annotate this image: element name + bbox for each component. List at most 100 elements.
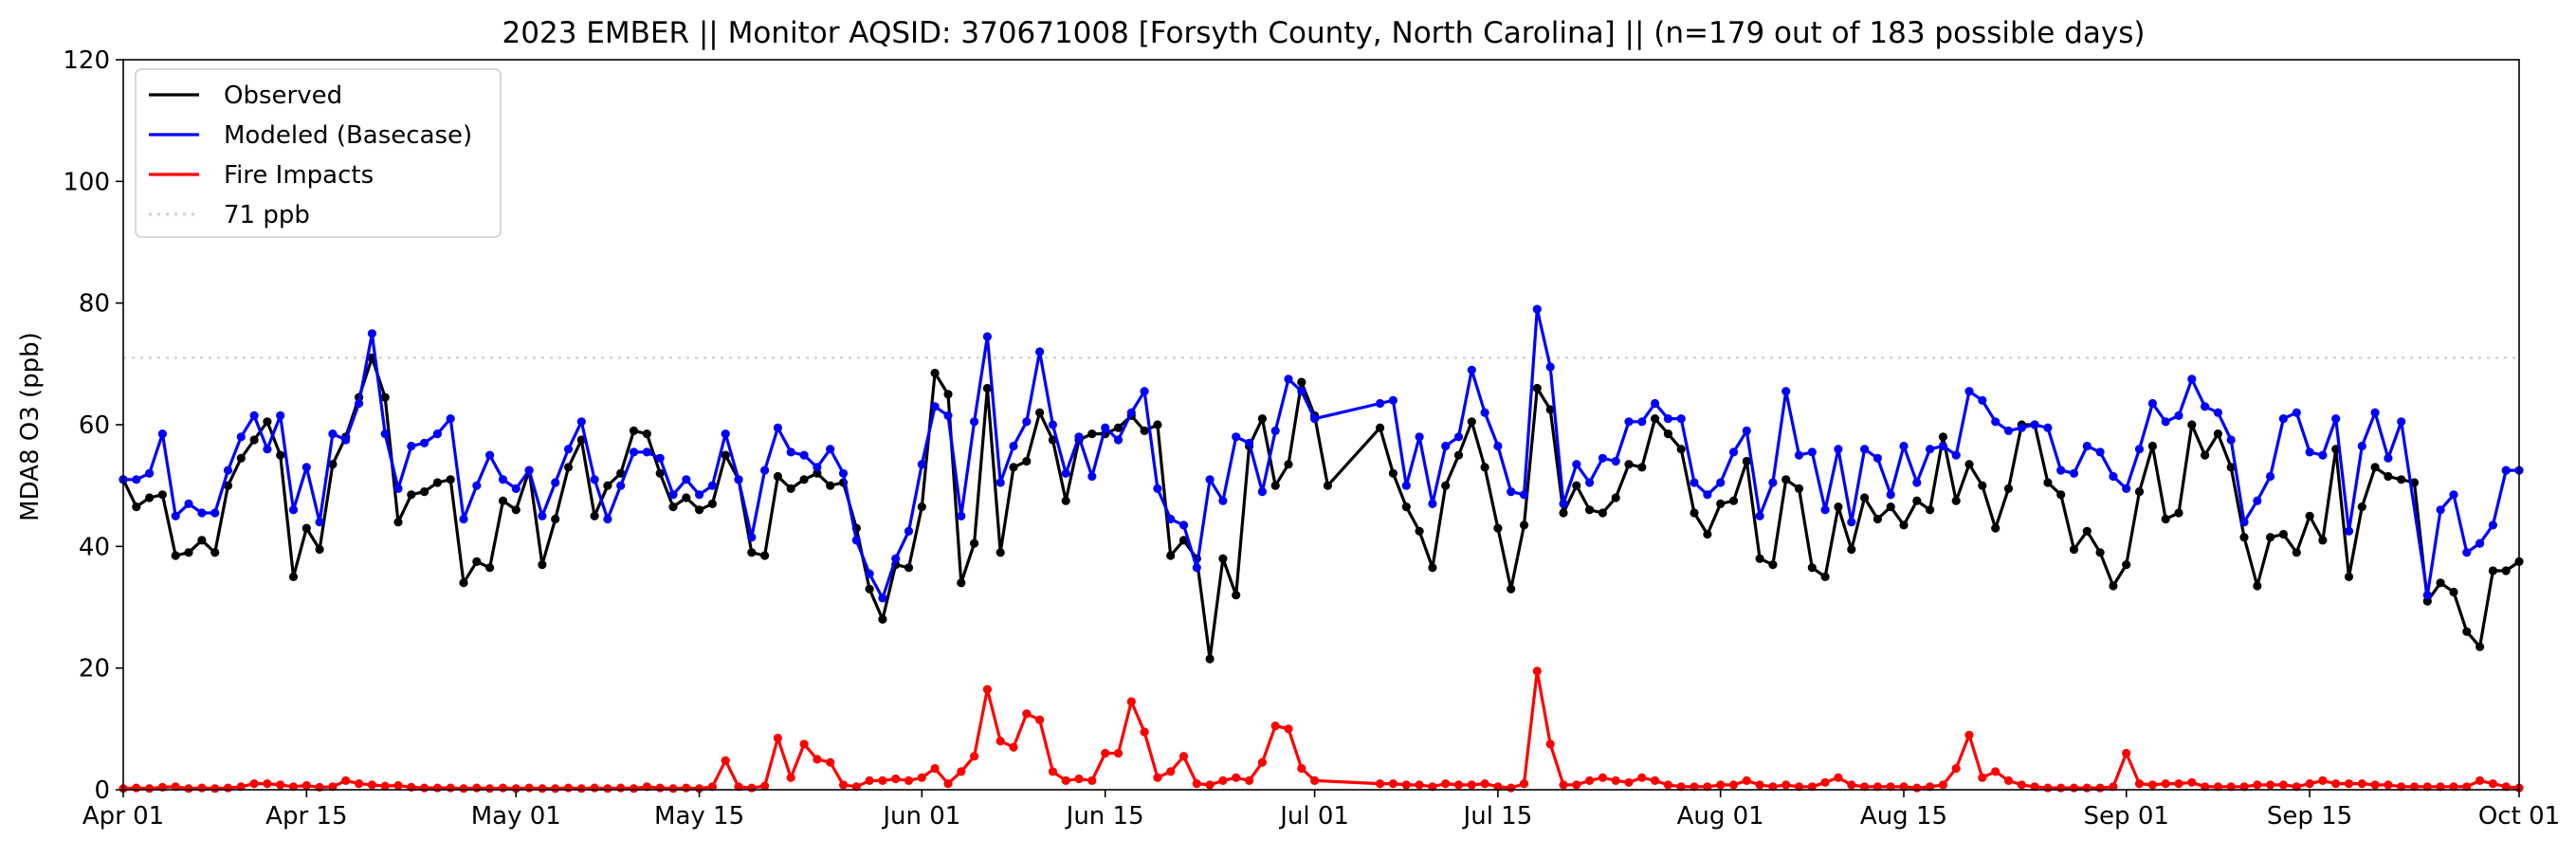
data-point — [263, 417, 272, 427]
data-point — [760, 781, 770, 791]
data-point — [1807, 563, 1817, 573]
data-point — [1192, 563, 1201, 573]
data-point — [826, 481, 835, 490]
data-point — [1453, 432, 1464, 442]
data-point — [1101, 423, 1110, 432]
data-point — [380, 392, 390, 402]
y-tick-label: 40 — [79, 533, 110, 561]
data-point — [1559, 499, 1568, 509]
data-point — [538, 511, 547, 520]
data-point — [721, 756, 730, 765]
data-point — [799, 475, 809, 484]
x-tick-label: May 15 — [654, 802, 744, 831]
data-point — [2278, 414, 2288, 424]
data-point — [2122, 748, 2131, 758]
data-point — [249, 435, 259, 445]
data-point — [1978, 481, 1987, 490]
data-point — [2109, 471, 2118, 482]
data-point — [786, 773, 795, 782]
data-point — [1153, 773, 1162, 782]
data-point — [695, 490, 704, 500]
data-point — [2449, 587, 2458, 597]
data-point — [721, 429, 730, 439]
data-point — [2187, 420, 2197, 429]
data-point — [2226, 463, 2236, 472]
data-point — [1166, 767, 1176, 776]
data-point — [707, 481, 718, 490]
data-point — [551, 784, 560, 794]
data-point — [2397, 417, 2406, 427]
data-point — [2462, 627, 2472, 636]
data-point — [1716, 780, 1726, 790]
data-point — [132, 502, 141, 512]
data-point — [157, 490, 167, 500]
data-point — [1415, 526, 1424, 536]
data-point — [891, 774, 901, 784]
data-point — [1519, 779, 1529, 789]
data-point — [851, 782, 861, 792]
data-point — [1663, 780, 1672, 790]
data-point — [1153, 484, 1162, 493]
data-point — [1441, 441, 1451, 451]
data-point — [2147, 398, 2157, 409]
data-point — [2344, 779, 2354, 789]
data-point — [2122, 484, 2131, 493]
data-point — [1676, 414, 1686, 424]
data-point — [1467, 780, 1476, 790]
data-point — [1048, 767, 1057, 776]
data-point — [2003, 484, 2014, 493]
data-point — [904, 526, 914, 536]
data-point — [2017, 780, 2026, 790]
data-point — [629, 447, 639, 457]
data-point — [184, 499, 193, 509]
data-point — [642, 782, 651, 792]
data-point — [236, 432, 246, 442]
data-point — [2082, 526, 2092, 536]
data-point — [498, 475, 508, 484]
data-point — [1284, 724, 1293, 734]
data-point — [2318, 450, 2328, 460]
data-point — [223, 783, 233, 793]
data-point — [1663, 429, 1672, 439]
data-point — [1376, 423, 1385, 432]
data-point — [1428, 499, 1437, 509]
data-point — [1257, 414, 1267, 424]
data-point — [1270, 481, 1280, 490]
data-point — [655, 453, 665, 463]
data-point — [341, 776, 351, 786]
data-point — [1245, 438, 1254, 447]
data-point — [393, 518, 403, 527]
data-point — [1951, 450, 1961, 460]
y-tick-label: 0 — [94, 776, 110, 805]
data-point — [1428, 782, 1437, 792]
data-point — [1624, 777, 1634, 787]
data-point — [420, 438, 429, 447]
data-point — [1899, 782, 1909, 792]
data-point — [1742, 426, 1751, 435]
data-point — [826, 758, 835, 767]
data-point — [511, 505, 521, 515]
data-point — [1926, 782, 1935, 792]
data-point — [1912, 496, 1922, 505]
data-point — [1991, 523, 2001, 533]
data-point — [432, 783, 442, 793]
data-point — [943, 779, 953, 789]
x-axis: Apr 01 Apr 15 May 01 May 15 Jun 01 Jun 15 Jul … — [82, 790, 2560, 831]
data-point — [996, 548, 1005, 557]
data-point — [1441, 481, 1451, 490]
data-point — [616, 783, 626, 793]
data-point — [446, 783, 455, 793]
data-point — [865, 584, 874, 593]
data-point — [2187, 374, 2197, 384]
data-point — [851, 536, 861, 545]
data-point — [2253, 496, 2262, 505]
data-point — [563, 783, 574, 793]
data-point — [707, 782, 718, 792]
data-point — [2384, 471, 2393, 482]
data-point — [551, 514, 560, 524]
data-point — [1493, 782, 1503, 792]
data-point — [538, 784, 547, 794]
data-point — [498, 783, 508, 793]
data-point — [2397, 475, 2406, 484]
